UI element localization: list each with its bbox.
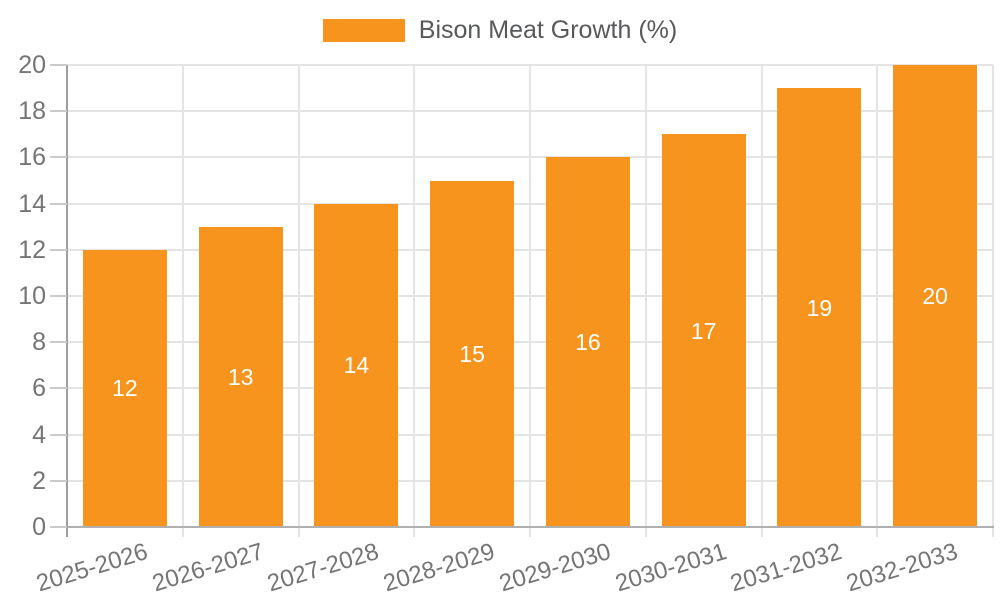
bar-2032-2033[interactable]	[893, 65, 978, 527]
y-tick-mark	[50, 341, 67, 344]
y-tick-label: 14	[18, 189, 46, 218]
legend[interactable]: Bison Meat Growth (%)	[0, 17, 1000, 43]
y-tick-label: 4	[32, 420, 46, 449]
y-tick-label: 2	[32, 466, 46, 495]
bar-value-label: 14	[343, 352, 370, 379]
y-tick-mark	[50, 110, 67, 113]
bar-2030-2031[interactable]	[661, 134, 746, 527]
y-tick-mark	[50, 526, 67, 528]
bar-value-label: 16	[575, 329, 601, 356]
bar-2025-2026[interactable]	[82, 249, 167, 527]
y-tick-label: 0	[32, 513, 46, 541]
bar-2027-2028[interactable]	[314, 203, 399, 527]
x-gridline	[992, 65, 994, 537]
x-gridline	[413, 65, 416, 537]
x-axis-line	[66, 526, 994, 528]
y-tick-mark	[50, 156, 67, 159]
y-tick-label: 18	[18, 97, 46, 126]
y-tick-mark	[50, 295, 67, 297]
bar-2028-2029[interactable]	[430, 180, 515, 527]
y-tick-label: 16	[18, 143, 46, 172]
y-tick-mark	[50, 433, 67, 436]
y-tick-mark	[50, 202, 67, 205]
bar-2026-2027[interactable]	[198, 226, 283, 527]
bar-value-label: 20	[922, 283, 948, 309]
bar-value-label: 13	[227, 363, 254, 390]
y-tick-mark	[50, 248, 67, 251]
y-tick-label: 20	[18, 51, 46, 79]
y-tick-label: 6	[32, 374, 46, 403]
y-tick-label: 10	[18, 282, 46, 310]
x-gridline	[644, 65, 647, 537]
bar-value-label: 15	[459, 340, 485, 367]
x-gridline	[297, 65, 300, 537]
x-gridline	[760, 65, 763, 537]
bar-value-label: 12	[112, 375, 138, 402]
y-tick-mark	[50, 64, 67, 66]
x-axis-label: 2032-2033	[843, 538, 962, 598]
x-gridline	[876, 65, 879, 537]
y-tick-label: 12	[18, 235, 46, 264]
x-gridline	[529, 65, 531, 537]
x-gridline	[181, 65, 184, 537]
y-tick-label: 8	[32, 328, 46, 357]
y-tick-mark	[50, 479, 67, 482]
bar-value-label: 17	[690, 317, 717, 344]
legend-label: Bison Meat Growth (%)	[418, 16, 678, 44]
bar-2029-2030[interactable]	[545, 157, 630, 527]
bar-value-label: 19	[806, 294, 833, 321]
bar-2031-2032[interactable]	[777, 88, 862, 527]
y-tick-mark	[50, 387, 67, 390]
legend-swatch-icon	[322, 18, 405, 42]
y-axis-line	[66, 65, 68, 537]
